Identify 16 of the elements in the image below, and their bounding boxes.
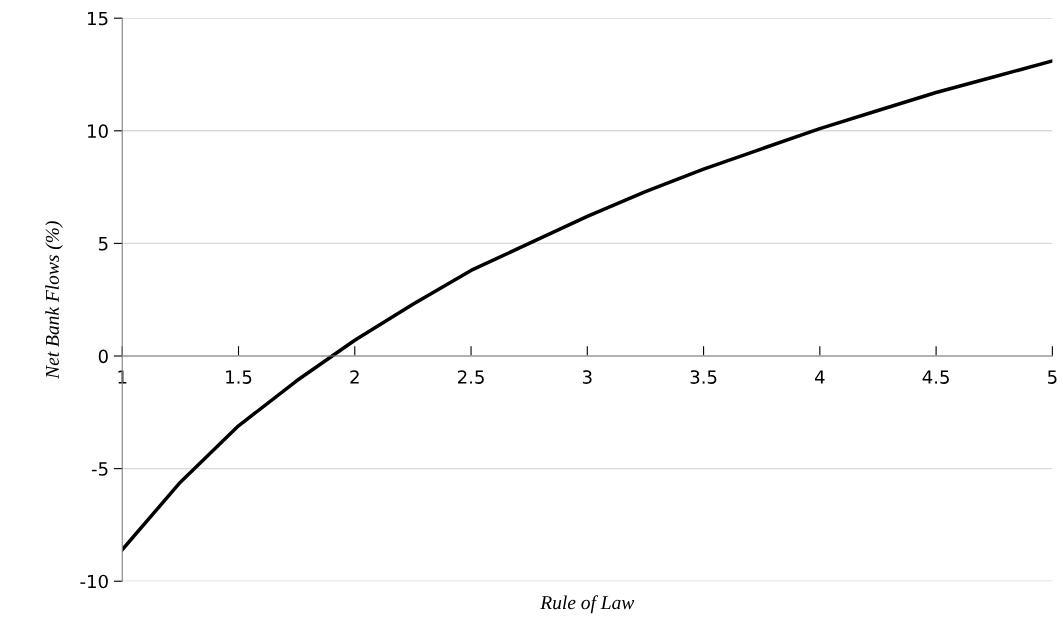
x-tick-label: 3.5	[690, 370, 717, 384]
y-tick-label: 10	[88, 124, 108, 138]
x-tick-label: 3	[582, 370, 592, 384]
x-tick-label: 2	[350, 370, 359, 384]
y-tick-label: -10	[80, 574, 108, 589]
y-tick-label: 15	[88, 11, 108, 26]
x-tick-label: 5	[1048, 370, 1057, 384]
y-axis-title: Net Bank Flows (%)	[45, 221, 63, 379]
y-tick-label: -5	[91, 462, 108, 476]
x-tick-label: 1.5	[226, 370, 252, 384]
x-tick-label: 4	[814, 370, 825, 384]
x-tick-label: 4.5	[922, 370, 949, 384]
x-axis-title: Rule of Law	[540, 595, 635, 614]
y-tick-label: 0	[98, 349, 108, 364]
x-tick-label: 2.5	[458, 370, 484, 384]
y-tick-label: 5	[98, 237, 108, 251]
